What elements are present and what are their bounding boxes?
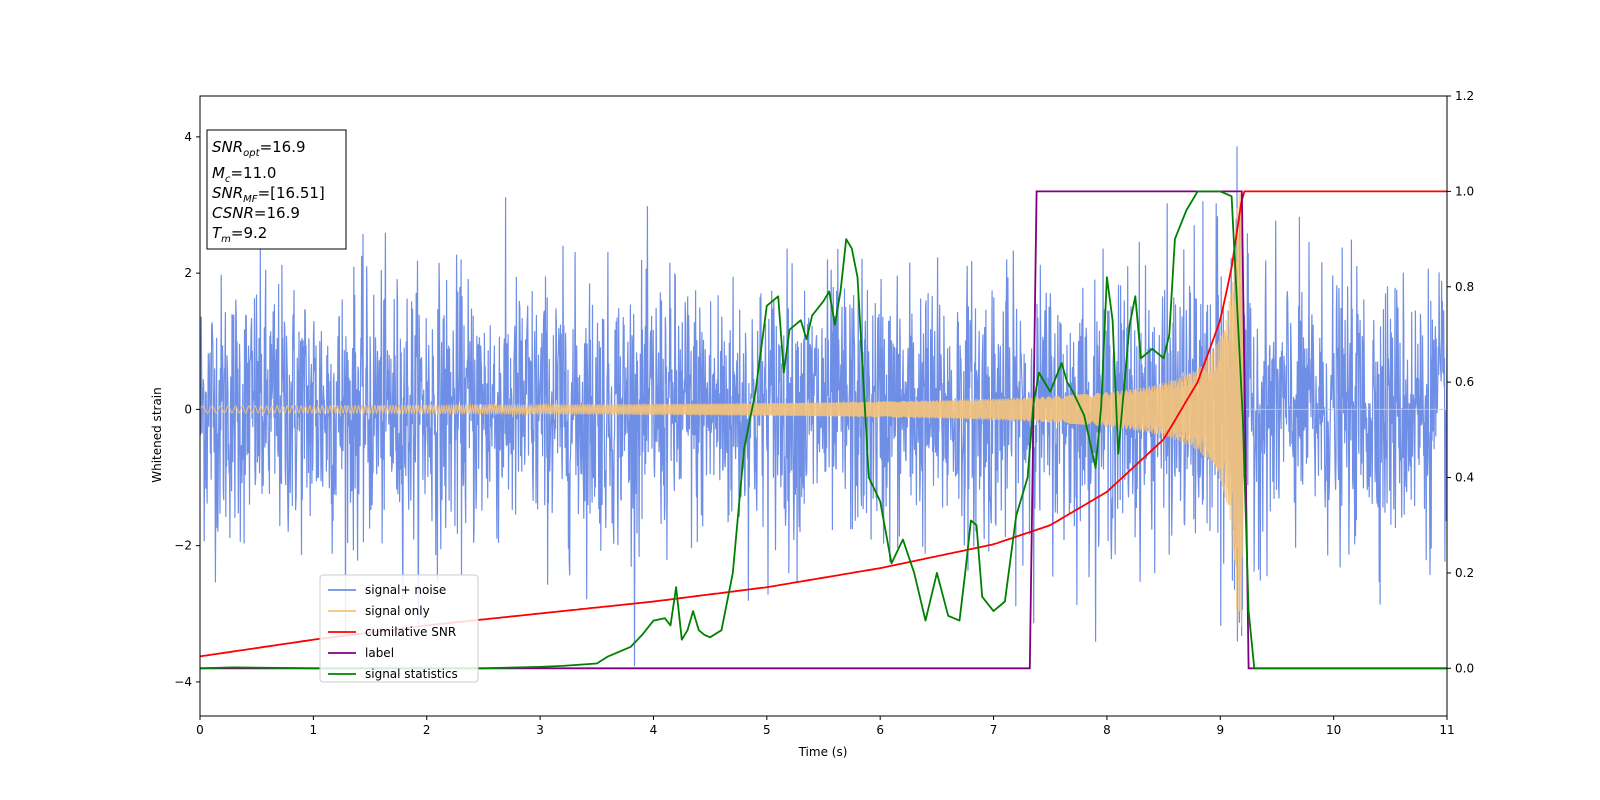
info-mc: Mc=11.0 <box>212 164 276 185</box>
x-axis-label: Time (s) <box>798 745 848 759</box>
x-tick-label: 0 <box>196 723 204 737</box>
y-axis-right: 0.0 0.2 0.4 0.6 0.8 1.0 1.2 <box>1447 89 1474 675</box>
y-right-tick-label: 0.4 <box>1455 471 1474 485</box>
x-tick-label: 6 <box>876 723 884 737</box>
x-tick-label: 9 <box>1216 723 1224 737</box>
x-tick-label: 5 <box>763 723 771 737</box>
x-tick-label: 1 <box>310 723 318 737</box>
y-axis-label: Whitened strain <box>150 387 164 483</box>
x-tick-label: 7 <box>990 723 998 737</box>
x-tick-label: 2 <box>423 723 431 737</box>
legend-label: signal+ noise <box>365 583 446 597</box>
y-left-tick-label: −2 <box>174 539 192 553</box>
info-tm: Tm=9.2 <box>212 224 267 245</box>
x-axis: 0 1 2 3 4 5 6 7 8 9 10 11 <box>196 716 1455 737</box>
info-snr-mf: SNRMF=[16.51] <box>212 184 325 205</box>
x-tick-label: 4 <box>650 723 658 737</box>
y-right-tick-label: 1.2 <box>1455 89 1474 103</box>
x-tick-label: 3 <box>536 723 544 737</box>
legend-label: signal statistics <box>365 667 458 681</box>
y-left-tick-label: 0 <box>184 402 192 416</box>
legend-label: cumilative SNR <box>365 625 456 639</box>
plot-frame <box>199 95 1448 717</box>
info-snr-opt: SNRopt=16.9 <box>212 138 306 159</box>
info-box: SNRopt=16.9 Mc=11.0 SNRMF=[16.51] CSNR=1… <box>206 129 347 250</box>
y-right-tick-label: 1.0 <box>1455 184 1474 198</box>
legend-label: label <box>365 646 394 660</box>
y-axis-left: −4 −2 0 2 4 <box>174 130 200 689</box>
x-tick-label: 10 <box>1326 723 1341 737</box>
legend: signal+ noise signal only cumilative SNR la… <box>319 574 479 683</box>
y-right-tick-label: 0.0 <box>1455 661 1474 675</box>
series-signal-only <box>200 193 1447 627</box>
x-tick-label: 8 <box>1103 723 1111 737</box>
legend-frame <box>319 574 479 683</box>
series-signal-statistics <box>200 190 1447 670</box>
y-right-tick-label: 0.6 <box>1455 375 1474 389</box>
y-left-tick-label: 2 <box>184 266 192 280</box>
info-csnr: CSNR=16.9 <box>212 204 300 222</box>
y-left-tick-label: 4 <box>184 130 192 144</box>
legend-label: signal only <box>365 604 430 618</box>
y-right-tick-label: 0.8 <box>1455 280 1474 294</box>
x-tick-label: 11 <box>1439 723 1454 737</box>
y-left-tick-label: −4 <box>174 675 192 689</box>
y-right-tick-label: 0.2 <box>1455 566 1474 580</box>
info-box-frame <box>206 129 347 250</box>
